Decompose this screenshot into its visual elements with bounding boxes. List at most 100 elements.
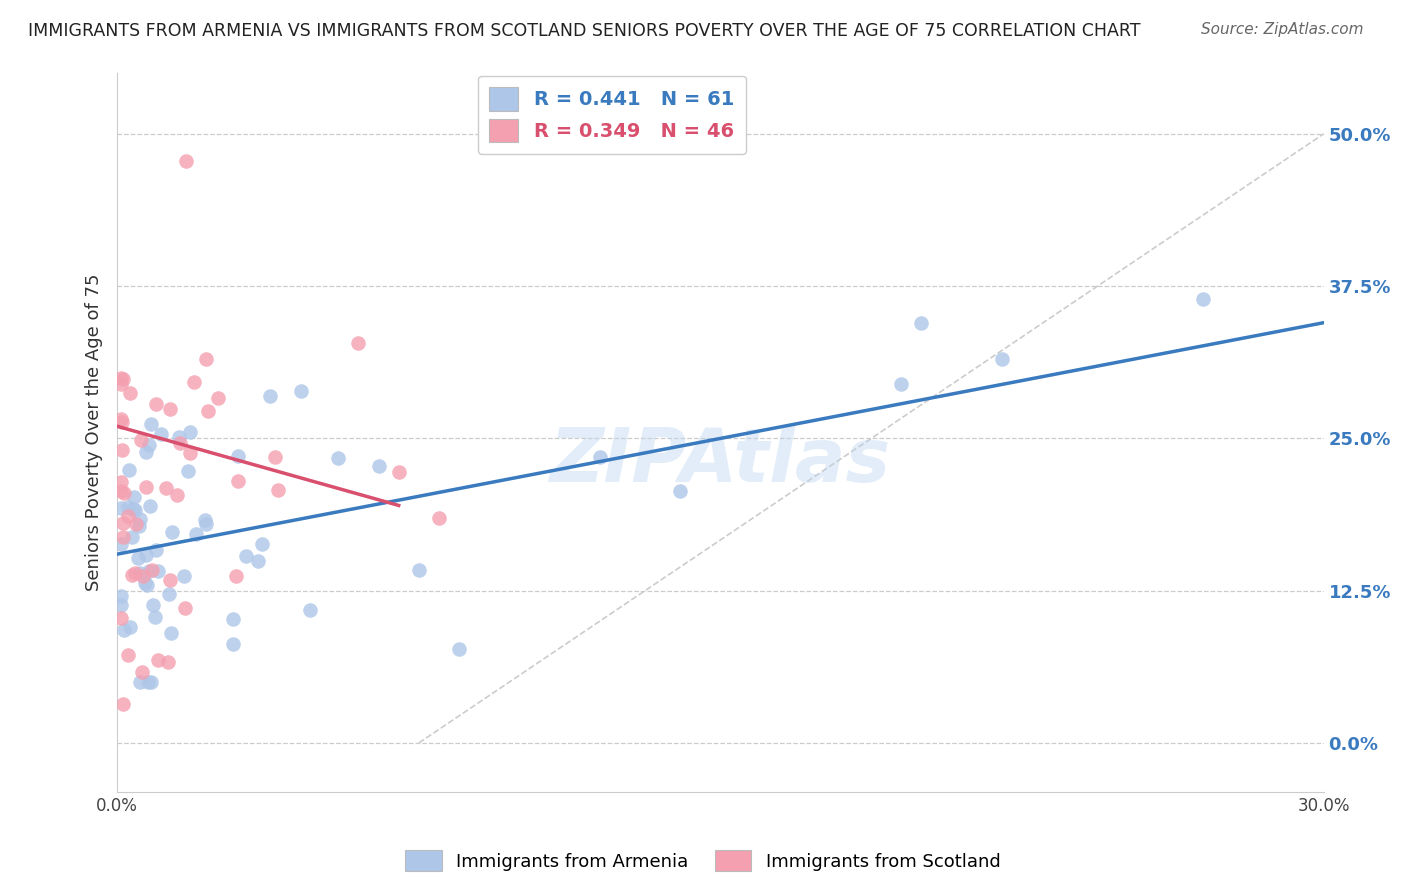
Point [328, 451, 350, 466]
Point [226, 474, 249, 488]
Point [128, 512, 150, 526]
Point [138, 438, 160, 452]
Legend: Immigrants from Armenia, Immigrants from Scotland: Immigrants from Armenia, Immigrants from… [398, 843, 1008, 879]
Point [121, 568, 143, 582]
Point [148, 565, 170, 579]
Point [589, 450, 612, 465]
Point [160, 525, 183, 540]
Point [136, 675, 159, 690]
Point [157, 587, 180, 601]
Point [110, 484, 132, 499]
Point [117, 648, 139, 662]
Point [347, 336, 370, 351]
Point [139, 417, 162, 431]
Point [299, 603, 322, 617]
Point [131, 665, 153, 680]
Point [111, 530, 134, 544]
Point [226, 450, 249, 464]
Point [174, 153, 197, 168]
Point [194, 513, 217, 527]
Point [183, 375, 205, 389]
Point [118, 463, 141, 477]
Point [207, 392, 229, 406]
Point [110, 598, 132, 612]
Point [128, 675, 150, 690]
Point [184, 527, 207, 541]
Point [890, 376, 912, 391]
Point [135, 578, 157, 592]
Point [177, 464, 200, 478]
Point [246, 554, 269, 568]
Point [135, 480, 157, 494]
Point [110, 475, 132, 489]
Point [263, 450, 285, 465]
Point [143, 610, 166, 624]
Text: ZIPAtlas: ZIPAtlas [550, 425, 891, 498]
Point [110, 610, 132, 624]
Point [167, 430, 190, 444]
Point [290, 384, 312, 398]
Point [222, 636, 245, 650]
Point [225, 568, 247, 582]
Point [145, 542, 167, 557]
Point [157, 655, 180, 669]
Point [250, 536, 273, 550]
Point [166, 488, 188, 502]
Point [110, 371, 132, 385]
Point [235, 549, 257, 563]
Point [124, 566, 146, 581]
Point [669, 484, 692, 499]
Point [129, 566, 152, 580]
Point [169, 436, 191, 450]
Point [141, 563, 163, 577]
Point [194, 516, 217, 531]
Text: Source: ZipAtlas.com: Source: ZipAtlas.com [1201, 22, 1364, 37]
Point [120, 386, 142, 401]
Point [112, 516, 135, 530]
Point [129, 434, 152, 448]
Point [1192, 293, 1215, 307]
Point [139, 499, 162, 513]
Point [267, 483, 290, 497]
Point [117, 508, 139, 523]
Point [134, 575, 156, 590]
Point [367, 459, 389, 474]
Point [122, 490, 145, 504]
Legend: R = 0.441   N = 61, R = 0.349   N = 46: R = 0.441 N = 61, R = 0.349 N = 46 [478, 76, 747, 154]
Point [259, 389, 281, 403]
Point [173, 601, 195, 615]
Point [173, 568, 195, 582]
Point [222, 612, 245, 626]
Point [179, 425, 201, 440]
Point [121, 502, 143, 516]
Point [408, 564, 430, 578]
Point [110, 500, 132, 515]
Point [112, 697, 135, 711]
Point [138, 565, 160, 579]
Point [179, 446, 201, 460]
Point [159, 402, 181, 417]
Point [111, 443, 134, 458]
Point [146, 653, 169, 667]
Point [991, 352, 1014, 367]
Point [132, 569, 155, 583]
Point [125, 516, 148, 531]
Point [112, 624, 135, 638]
Point [127, 551, 149, 566]
Point [121, 530, 143, 544]
Point [112, 372, 135, 386]
Point [110, 537, 132, 551]
Point [427, 511, 450, 525]
Point [388, 465, 411, 479]
Point [197, 404, 219, 418]
Y-axis label: Seniors Poverty Over the Age of 75: Seniors Poverty Over the Age of 75 [86, 274, 103, 591]
Point [910, 316, 932, 330]
Point [117, 500, 139, 514]
Point [155, 481, 177, 495]
Point [150, 426, 173, 441]
Point [124, 503, 146, 517]
Point [110, 412, 132, 426]
Point [135, 548, 157, 562]
Point [142, 598, 165, 612]
Point [118, 620, 141, 634]
